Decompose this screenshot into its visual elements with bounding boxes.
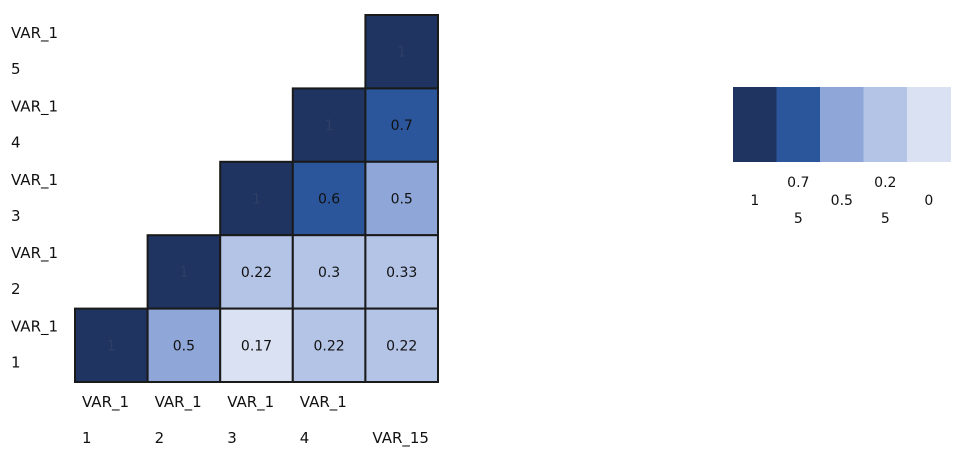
cell-value-label: 0.3 xyxy=(318,265,340,281)
y-tick-label: VAR_1 xyxy=(11,97,58,116)
x-axis-ticks: VAR_1 1 VAR_1 2 VAR_1 3 VAR_1 4 VAR_15 xyxy=(82,393,429,448)
y-axis-ticks: VAR_1 5 VAR_1 4 VAR_1 3 VAR_1 2 VAR_1 1 xyxy=(11,24,58,372)
legend-tick-label: 1 xyxy=(750,193,759,209)
heatmap-cell xyxy=(364,160,439,237)
cell-value-label: 0.6 xyxy=(318,192,340,208)
y-tick-label: 4 xyxy=(11,133,21,151)
y-tick-label: VAR_1 xyxy=(11,244,58,263)
legend-tick-label: 0 xyxy=(924,193,933,209)
cell-value-label: 0.22 xyxy=(386,338,417,354)
heatmap-cell xyxy=(219,234,294,310)
x-tick-label: VAR_1 xyxy=(155,393,202,412)
heatmap-cell xyxy=(291,307,367,384)
cell-value-label: 1 xyxy=(397,45,406,61)
cell-value-label: 1 xyxy=(179,265,188,281)
legend-swatch xyxy=(907,87,951,162)
legend-swatch xyxy=(733,87,777,162)
heatmap-cell xyxy=(219,307,294,384)
heatmap-cells: 1 1 0.7 1 0.6 0.5 1 0.22 0.3 0.33 1 0.5 0.17 0.22 0.22 xyxy=(74,14,439,384)
heatmap-cell xyxy=(364,307,439,384)
legend-swatch xyxy=(820,87,864,162)
x-tick-label: 1 xyxy=(82,429,92,447)
y-tick-label: VAR_1 xyxy=(11,171,58,190)
heatmap-cell xyxy=(291,87,367,163)
cell-value-label: 0.33 xyxy=(386,265,417,281)
legend-swatch xyxy=(863,87,908,162)
cell-value-label: 0.22 xyxy=(314,338,345,354)
legend-tick-label: 5 xyxy=(794,211,803,227)
legend-tick-label: 0.7 xyxy=(787,175,809,191)
x-tick-label: 2 xyxy=(155,429,165,447)
legend-tick-label: 5 xyxy=(881,211,890,227)
heatmap-cell xyxy=(146,307,222,384)
x-tick-label: 4 xyxy=(300,429,310,447)
y-tick-label: VAR_1 xyxy=(11,318,58,337)
y-tick-label: 5 xyxy=(11,60,21,78)
x-tick-label: VAR_1 xyxy=(300,393,347,412)
cell-value-label: 0.22 xyxy=(241,265,272,281)
legend-tick-label: 0.2 xyxy=(874,175,896,191)
cell-value-label: 0.17 xyxy=(241,338,272,354)
cell-value-label: 0.5 xyxy=(173,338,195,354)
legend-swatch xyxy=(776,87,821,162)
y-tick-label: 2 xyxy=(11,280,21,298)
x-tick-label: VAR_1 xyxy=(82,393,129,412)
x-tick-label: VAR_15 xyxy=(372,429,429,448)
heatmap-cell xyxy=(364,14,439,90)
y-tick-label: 3 xyxy=(11,207,21,225)
heatmap-cell xyxy=(364,234,439,310)
color-legend: 1 0.7 5 0.5 0.2 5 0 xyxy=(733,87,951,227)
cell-value-label: 1 xyxy=(325,118,334,134)
y-tick-label: VAR_1 xyxy=(11,24,58,43)
cell-value-label: 1 xyxy=(252,192,261,208)
x-tick-label: 3 xyxy=(227,429,237,447)
cell-value-label: 0.5 xyxy=(391,192,413,208)
cell-value-label: 0.7 xyxy=(391,118,413,134)
legend-tick-label: 0.5 xyxy=(831,193,853,209)
y-tick-label: 1 xyxy=(11,354,21,372)
cell-value-label: 1 xyxy=(107,338,116,354)
x-tick-label: VAR_1 xyxy=(227,393,274,412)
